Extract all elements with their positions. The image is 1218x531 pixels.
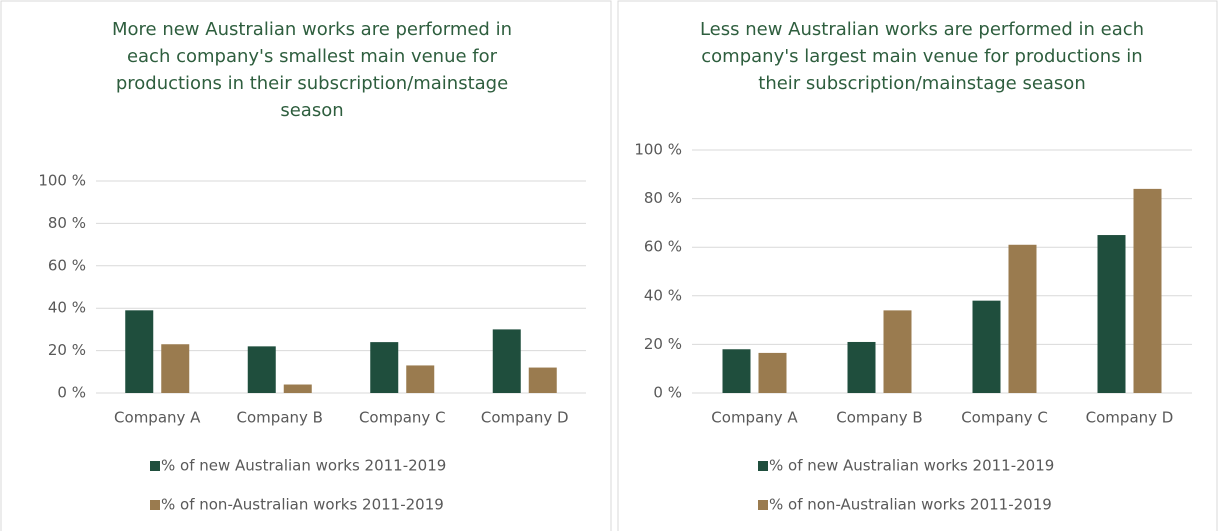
y-tick-label: 80 % — [48, 214, 86, 232]
x-tick-label: Company A — [711, 409, 798, 427]
bar — [972, 300, 1001, 393]
y-tick-label: 40 % — [644, 286, 682, 304]
y-tick-label: 100 % — [634, 141, 682, 159]
bar — [528, 367, 557, 393]
x-tick-label: Company C — [359, 409, 446, 427]
legend-swatch — [758, 500, 768, 510]
y-tick-label: 80 % — [644, 189, 682, 207]
x-tick-label: Company B — [836, 409, 922, 427]
bar — [283, 384, 312, 393]
bar — [370, 342, 399, 393]
bar — [847, 341, 876, 393]
legend-label: % of non-Australian works 2011-2019 — [161, 496, 444, 514]
bar — [722, 349, 751, 393]
chart-title: More new Australian works are performed … — [111, 19, 512, 121]
legend-label: % of non-Australian works 2011-2019 — [769, 496, 1052, 514]
x-tick-label: Company D — [481, 409, 569, 427]
x-tick-label: Company D — [1086, 409, 1174, 427]
bar — [492, 329, 521, 393]
x-tick-label: Company A — [114, 409, 201, 427]
y-tick-label: 60 % — [644, 238, 682, 256]
bar — [406, 365, 435, 393]
bar — [758, 352, 787, 393]
bar — [1133, 188, 1162, 393]
legend-label: % of new Australian works 2011-2019 — [769, 457, 1054, 475]
legend-label: % of new Australian works 2011-2019 — [161, 457, 446, 475]
legend-swatch — [758, 461, 768, 471]
x-tick-label: Company B — [237, 409, 323, 427]
bar — [161, 344, 190, 393]
x-tick-label: Company C — [961, 409, 1048, 427]
y-tick-label: 0 % — [57, 384, 86, 402]
y-tick-label: 40 % — [48, 299, 86, 317]
panel-border — [617, 0, 1218, 531]
legend-swatch — [150, 500, 160, 510]
y-tick-label: 100 % — [38, 172, 86, 190]
y-tick-label: 0 % — [653, 384, 682, 402]
chart-title: Less new Australian works are performed … — [699, 19, 1145, 94]
bar — [1097, 235, 1126, 393]
bar — [247, 346, 276, 393]
bar — [1008, 244, 1037, 393]
bar — [125, 310, 154, 393]
bar — [883, 310, 912, 393]
y-tick-label: 60 % — [48, 256, 86, 274]
panel-border — [0, 0, 612, 531]
legend-swatch — [150, 461, 160, 471]
y-tick-label: 20 % — [48, 341, 86, 359]
y-tick-label: 20 % — [644, 335, 682, 353]
